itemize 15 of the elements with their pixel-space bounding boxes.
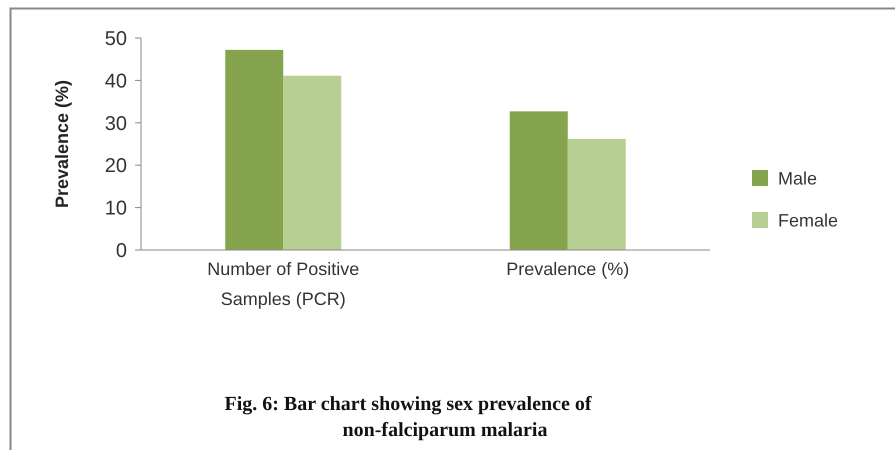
- y-tick-label: 30: [104, 112, 127, 135]
- x-tick-label: Number of Positive Samples (PCR): [207, 259, 360, 309]
- legend-label: Male: [778, 168, 818, 188]
- bar: [510, 111, 568, 250]
- text: Fig. 6: Bar chart showing sex prevalence of non-falciparum malaria: [224, 393, 592, 441]
- bar: [225, 50, 284, 250]
- y-tick-label: 40: [104, 70, 127, 92]
- y-tick-label: 50: [104, 28, 127, 50]
- legend-label: Female: [778, 210, 838, 230]
- y-tick-label: 0: [116, 240, 127, 262]
- y-tick-label: 10: [104, 198, 127, 220]
- y-tick-label: 20: [104, 155, 127, 178]
- bar: [283, 76, 342, 250]
- y-axis-title: Prevalence (%): [52, 80, 72, 208]
- bar: [568, 138, 626, 250]
